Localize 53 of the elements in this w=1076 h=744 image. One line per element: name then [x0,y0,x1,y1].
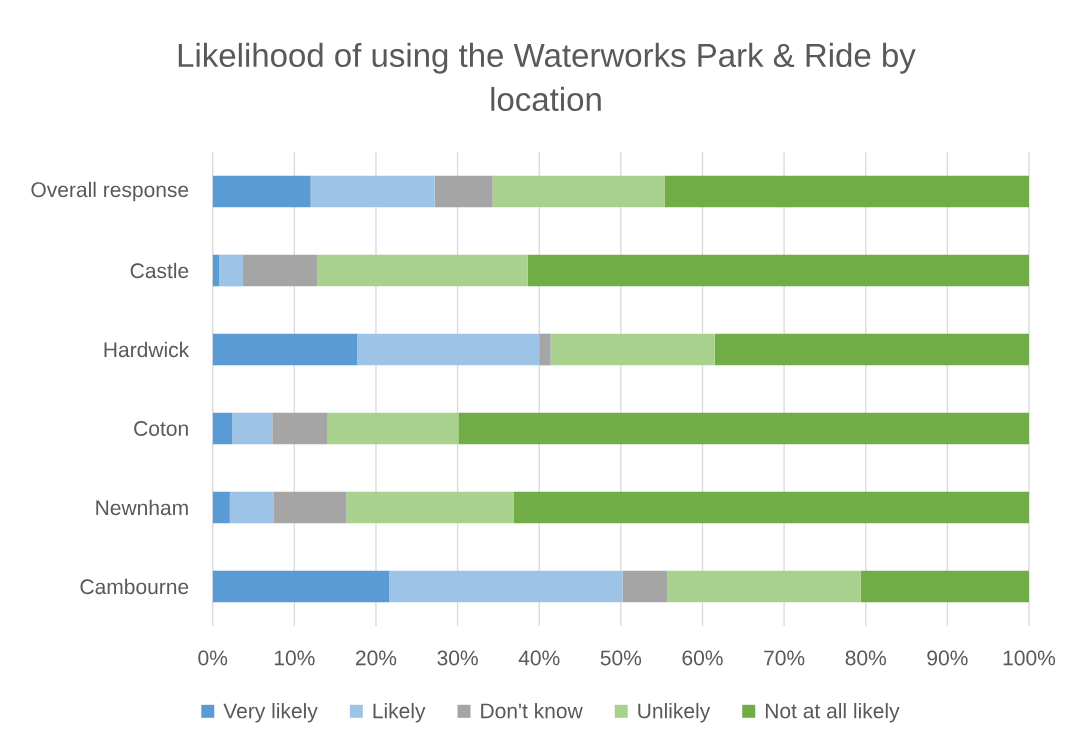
bar [242,254,318,287]
legend-label: Not at all likely [765,702,900,723]
x-tick-label: 30% [437,650,478,666]
bar [212,333,358,366]
bar [212,570,390,603]
legend-label: Likely [373,702,426,723]
y-tick-label: Coton [134,421,188,436]
bar [273,491,347,524]
bar [212,491,230,524]
x-tick-label: 0% [198,650,228,666]
y-tick-label: Newnham [96,499,188,516]
bar [310,175,435,208]
bar [229,491,274,524]
chart-title: Likelihood of using the Waterworks Park & Ride by location [178,42,916,112]
bar [212,254,220,287]
bar [212,175,311,208]
bar [550,333,715,366]
x-tick-label: 70% [764,650,805,666]
x-tick-label: 10% [274,650,315,666]
y-tick-label: Cambourne [80,578,189,595]
bar [232,412,273,445]
x-tick-label: 40% [518,650,560,666]
y-tick-label: Castle [130,262,189,279]
bar [212,412,233,445]
bar [714,333,1029,366]
y-tick-label: Hardwick [104,341,190,358]
bar [272,412,327,445]
bar [860,570,1029,603]
bar [664,175,1029,208]
bar [326,412,459,445]
legend-label: Unlikely [638,702,711,723]
x-tick-label: 20% [356,650,397,666]
bar [357,333,540,366]
bar [527,254,1029,287]
bar [492,175,665,208]
bar [317,254,528,287]
bar [219,254,243,287]
x-tick-label: 50% [600,650,642,666]
bar [539,333,551,366]
legend-label: Very likely [223,702,318,723]
bar [513,491,1029,524]
bar [622,570,668,603]
bar [346,491,514,524]
x-tick-label: 60% [682,650,723,666]
bar [458,412,1029,445]
y-tick-label: Overall response [31,181,189,202]
bar [389,570,623,603]
x-tick-label: 100% [1003,650,1056,666]
bar [667,570,861,603]
x-tick-label: 90% [927,650,968,666]
legend-label: Don't know [481,702,583,719]
bar [434,175,493,208]
x-tick-label: 80% [845,650,886,666]
